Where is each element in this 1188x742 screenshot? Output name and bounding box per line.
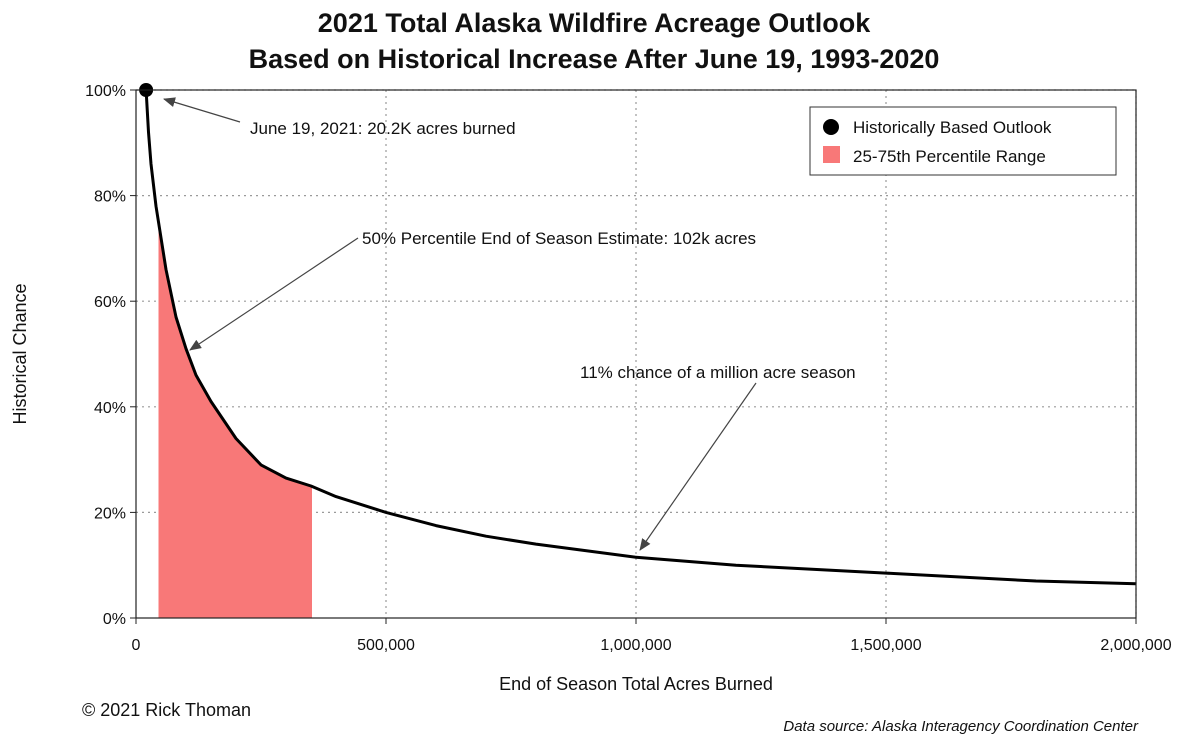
legend: Historically Based Outlook 25-75th Perce…	[809, 106, 1117, 176]
percentile-band-layer	[158, 222, 312, 618]
legend-label-outlook: Historically Based Outlook	[853, 118, 1052, 137]
annotation-june19: June 19, 2021: 20.2K acres burned	[163, 97, 516, 138]
y-tick-label-4: 80%	[94, 189, 126, 206]
legend-label-percentile: 25-75th Percentile Range	[853, 147, 1046, 166]
y-axis-label: Historical Chance	[10, 283, 30, 424]
y-tick-label-2: 40%	[94, 400, 126, 417]
annotation-million-text: 11% chance of a million acre season	[580, 363, 856, 382]
y-tick-label-3: 60%	[94, 294, 126, 311]
data-source-note: Data source: Alaska Interagency Coordina…	[783, 718, 1138, 735]
annotation-june19-text: June 19, 2021: 20.2K acres burned	[250, 119, 516, 138]
x-tick-label-1: 500,000	[357, 637, 415, 654]
x-axis-label: End of Season Total Acres Burned	[499, 674, 773, 694]
x-tick-label-4: 2,000,000	[1100, 637, 1171, 654]
percentile-band	[158, 222, 312, 618]
legend-swatch-outlook	[823, 119, 839, 135]
x-tick-label-2: 1,000,000	[600, 637, 671, 654]
y-tick-label-0: 0%	[103, 611, 126, 628]
axis-ticks: 0% 20% 40% 60% 80% 100% 0 500,000 1,000,000 1,500…	[85, 83, 1172, 654]
y-tick-label-1: 20%	[94, 505, 126, 522]
x-tick-label-3: 1,500,000	[850, 637, 921, 654]
annotation-median: 50% Percentile End of Season Estimate: 1…	[189, 229, 756, 351]
legend-swatch-percentile	[823, 146, 840, 163]
annotation-median-text: 50% Percentile End of Season Estimate: 1…	[362, 229, 756, 248]
copyright-credit: © 2021 Rick Thoman	[82, 700, 252, 720]
chart-subtitle: Based on Historical Increase After June …	[248, 44, 940, 74]
x-tick-label-0: 0	[132, 637, 141, 654]
legend-box	[809, 106, 1117, 176]
annotation-million: 11% chance of a million acre season	[580, 363, 856, 551]
outlook-line	[144, 89, 1137, 586]
y-tick-label-5: 100%	[85, 83, 126, 100]
chart-title: 2021 Total Alaska Wildfire Acreage Outlo…	[317, 8, 871, 38]
